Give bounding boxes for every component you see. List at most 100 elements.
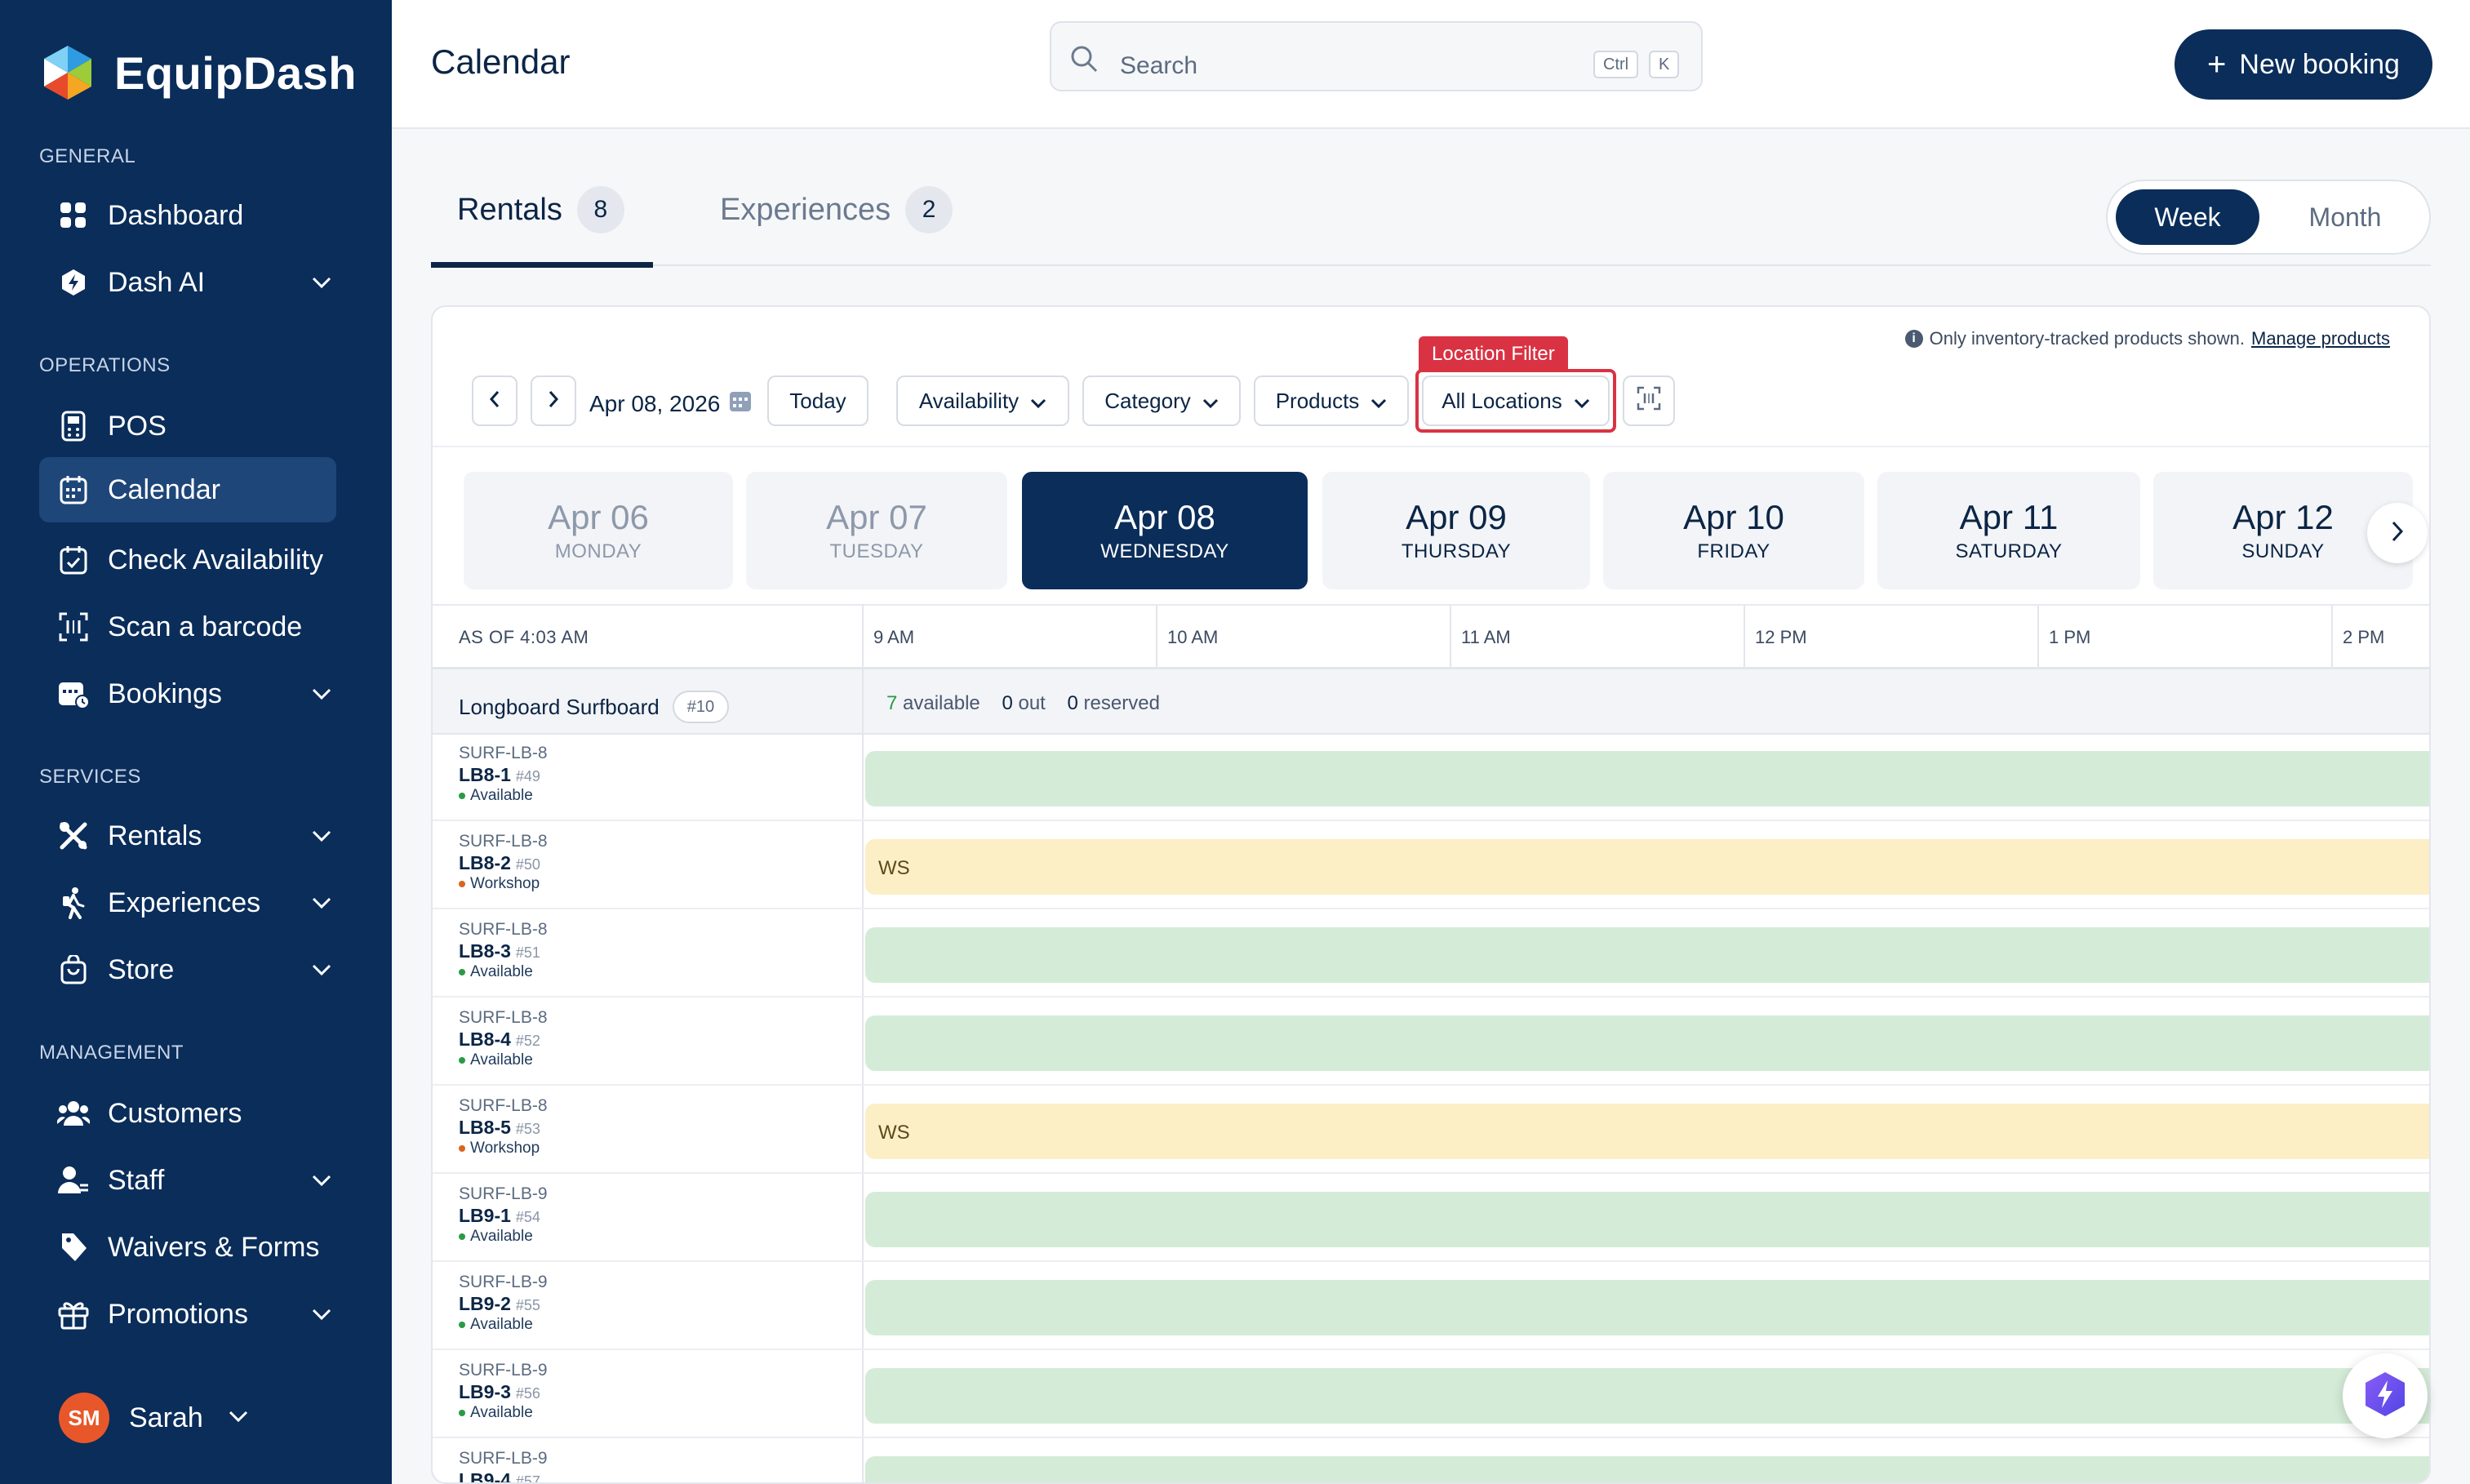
day-card[interactable]: Apr 10 FRIDAY xyxy=(1603,472,1864,589)
item-name[interactable]: LB8-2 xyxy=(459,852,511,873)
inventory-item-row[interactable]: SURF-LB-9 LB9-2 #55 Available xyxy=(433,1265,2429,1350)
group-count-badge: #10 xyxy=(672,691,730,723)
day-of-week: FRIDAY xyxy=(1697,540,1770,562)
availability-block[interactable] xyxy=(865,751,2429,806)
availability-block[interactable] xyxy=(865,1192,2429,1247)
availability-block[interactable] xyxy=(865,1015,2429,1071)
hour-column: 2 PM xyxy=(2331,606,2384,671)
sidebar-item-waivers[interactable]: Waivers & Forms xyxy=(39,1215,336,1280)
item-name[interactable]: LB8-3 xyxy=(459,940,511,962)
inventory-item-row[interactable]: SURF-LB-8 LB8-4 #52 Available xyxy=(433,1001,2429,1086)
date-picker[interactable]: Apr 08, 2026 xyxy=(589,389,753,419)
location-dropdown[interactable]: All Locations xyxy=(1422,375,1610,426)
product-group-row[interactable]: Longboard Surfboard #10 7 available 0 ou… xyxy=(433,669,2429,735)
sidebar-item-experiences[interactable]: Experiences xyxy=(39,870,336,935)
chevron-down-icon[interactable] xyxy=(307,888,336,918)
sidebar-item-dashboard[interactable]: Dashboard xyxy=(39,183,336,248)
availability-block[interactable] xyxy=(865,1456,2429,1482)
sidebar-item-label: Scan a barcode xyxy=(108,611,303,642)
item-name[interactable]: LB8-5 xyxy=(459,1117,511,1138)
new-booking-button[interactable]: + New booking xyxy=(2175,29,2432,100)
sidebar-item-pos[interactable]: POS xyxy=(39,393,336,459)
sidebar-item-staff[interactable]: Staff xyxy=(39,1148,336,1213)
status-label: Available xyxy=(470,1228,533,1245)
item-name[interactable]: LB8-4 xyxy=(459,1029,511,1050)
sidebar-item-rentals[interactable]: Rentals xyxy=(39,803,336,869)
item-name[interactable]: LB8-1 xyxy=(459,764,511,785)
day-card[interactable]: Apr 09 THURSDAY xyxy=(1322,472,1590,589)
chevron-down-icon[interactable] xyxy=(307,821,336,851)
availability-dropdown[interactable]: Availability xyxy=(896,375,1069,426)
chevron-down-icon[interactable] xyxy=(307,679,336,709)
section-label-operations: OPERATIONS xyxy=(39,354,171,376)
day-card[interactable]: Apr 11 SATURDAY xyxy=(1877,472,2140,589)
sidebar-item-customers[interactable]: Customers xyxy=(39,1081,336,1146)
shopping-bag-icon xyxy=(57,953,90,986)
day-card[interactable]: Apr 06 MONDAY xyxy=(464,472,733,589)
chevron-down-icon[interactable] xyxy=(307,268,336,297)
sidebar-item-store[interactable]: Store xyxy=(39,937,336,1002)
week-view-button[interactable]: Week xyxy=(2116,189,2259,245)
user-menu[interactable]: SM Sarah xyxy=(59,1393,249,1443)
scan-barcode-button[interactable] xyxy=(1623,375,1675,426)
chevron-down-icon[interactable] xyxy=(307,1166,336,1195)
workshop-block[interactable]: WS xyxy=(865,1104,2429,1159)
availability-block[interactable] xyxy=(865,927,2429,983)
inventory-item-row[interactable]: SURF-LB-8 LB8-5 #53 Workshop WS xyxy=(433,1089,2429,1174)
inventory-item-row[interactable]: SURF-LB-9 LB9-1 #54 Available xyxy=(433,1177,2429,1262)
day-date: Apr 09 xyxy=(1406,498,1507,536)
sidebar-item-scan-barcode[interactable]: Scan a barcode xyxy=(39,594,336,660)
item-status: Available xyxy=(459,1051,851,1069)
availability-block[interactable] xyxy=(865,1368,2429,1424)
products-dropdown[interactable]: Products xyxy=(1254,375,1409,426)
status-label: Available xyxy=(470,787,533,804)
category-dropdown[interactable]: Category xyxy=(1082,375,1241,426)
chevron-down-icon[interactable] xyxy=(307,1300,336,1329)
hour-label: 11 AM xyxy=(1461,627,1511,647)
chevron-down-icon[interactable] xyxy=(307,955,336,984)
sidebar-item-label: Promotions xyxy=(108,1298,248,1330)
item-status: Available xyxy=(459,963,851,981)
tab-rentals[interactable]: Rentals 8 xyxy=(457,180,624,264)
sidebar-item-check-availability[interactable]: Check Availability xyxy=(39,527,336,593)
next-date-button[interactable] xyxy=(531,375,576,426)
next-week-button[interactable] xyxy=(2367,503,2428,563)
availability-block[interactable] xyxy=(865,1280,2429,1335)
prev-date-button[interactable] xyxy=(472,375,518,426)
tab-count-badge: 2 xyxy=(905,186,953,233)
sidebar-item-dash-ai[interactable]: Dash AI xyxy=(39,250,336,315)
item-name[interactable]: LB9-3 xyxy=(459,1381,511,1402)
inventory-item-row[interactable]: SURF-LB-8 LB8-2 #50 Workshop WS xyxy=(433,824,2429,909)
workshop-block[interactable]: WS xyxy=(865,839,2429,895)
app-logo[interactable]: EquipDash xyxy=(38,42,357,103)
status-dot-icon xyxy=(459,1410,465,1416)
product-group-name: Longboard Surfboard #10 xyxy=(459,691,730,723)
hour-column: 10 AM xyxy=(1156,606,1218,671)
day-card-selected[interactable]: Apr 08 WEDNESDAY xyxy=(1022,472,1308,589)
search-input[interactable]: Search Ctrl K xyxy=(1050,21,1703,91)
plus-icon: + xyxy=(2207,46,2227,82)
item-name[interactable]: LB9-4 xyxy=(459,1469,511,1484)
hour-label: 2 PM xyxy=(2343,627,2385,647)
sidebar-item-promotions[interactable]: Promotions xyxy=(39,1282,336,1347)
today-button[interactable]: Today xyxy=(767,375,868,426)
manage-products-link[interactable]: Manage products xyxy=(2251,328,2390,349)
chevron-down-icon xyxy=(1202,389,1219,414)
sidebar-item-bookings[interactable]: Bookings xyxy=(39,661,336,726)
chevron-down-icon[interactable] xyxy=(228,1410,249,1427)
inventory-item-row[interactable]: SURF-LB-8 LB8-1 #49 Available xyxy=(433,736,2429,821)
inventory-item-row[interactable]: SURF-LB-9 LB9-3 #56 Available xyxy=(433,1353,2429,1438)
day-card[interactable]: Apr 07 TUESDAY xyxy=(746,472,1007,589)
item-name[interactable]: LB9-2 xyxy=(459,1293,511,1314)
month-view-button[interactable]: Month xyxy=(2308,202,2382,232)
status-dot-icon xyxy=(459,881,465,887)
inventory-item-row[interactable]: SURF-LB-8 LB8-3 #51 Available xyxy=(433,913,2429,997)
sidebar: EquipDash GENERAL Dashboard Dash AI OPER… xyxy=(0,0,392,1484)
dash-ai-fab-button[interactable] xyxy=(2343,1353,2428,1438)
info-icon: i xyxy=(1904,330,1923,348)
item-name[interactable]: LB9-1 xyxy=(459,1205,511,1226)
tab-experiences[interactable]: Experiences 2 xyxy=(720,180,953,264)
sidebar-item-calendar[interactable]: Calendar xyxy=(39,457,336,522)
notice-text: Only inventory-tracked products shown. xyxy=(1929,328,2245,349)
